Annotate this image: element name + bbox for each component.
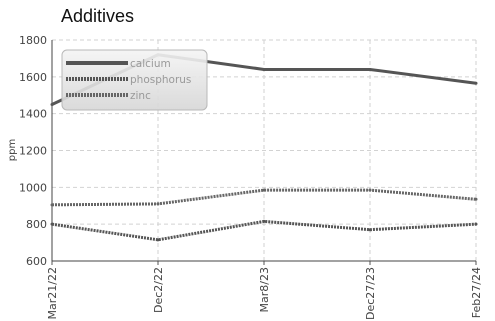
data-point-zinc <box>262 188 266 192</box>
data-point-calcium <box>262 67 266 71</box>
x-tick-label: Dec27/23 <box>364 267 377 320</box>
data-point-phosphorus <box>262 219 266 223</box>
data-point-calcium <box>50 102 54 106</box>
y-tick-label: 800 <box>26 218 47 231</box>
y-tick-label: 1600 <box>19 71 47 84</box>
axes: 600 800 1000 1200 1400 1600 1800 Mar21/22 Dec2/2… <box>19 34 483 320</box>
x-tick-label: Mar8/23 <box>258 267 271 312</box>
x-tick-label: Dec2/22 <box>152 267 165 313</box>
x-tick-label: Mar21/22 <box>46 267 59 319</box>
legend-label-zinc: zinc <box>130 90 151 102</box>
x-tick-label: Feb27/24 <box>470 267 483 318</box>
legend-label-phosphorus: phosphorus <box>130 74 191 86</box>
series-line-zinc <box>51 188 477 207</box>
data-point-phosphorus <box>156 238 160 242</box>
data-point-zinc <box>156 202 160 206</box>
data-point-zinc <box>474 197 478 201</box>
data-point-zinc <box>368 188 372 192</box>
y-tick-label: 1000 <box>19 181 47 194</box>
y-tick-label: 1200 <box>19 145 47 158</box>
legend-label-calcium: calcium <box>130 58 171 70</box>
y-tick-label: 600 <box>26 255 47 268</box>
data-point-phosphorus <box>368 228 372 232</box>
data-point-zinc <box>50 203 54 207</box>
data-point-calcium <box>474 81 478 85</box>
data-point-phosphorus <box>474 222 478 226</box>
y-tick-label: 1400 <box>19 108 47 121</box>
chart-title: Additives <box>61 6 135 26</box>
y-axis-label: ppm <box>7 139 18 161</box>
legend: calcium phosphorus zinc <box>61 49 208 111</box>
y-tick-label: 1800 <box>19 34 47 47</box>
data-point-phosphorus <box>50 222 54 226</box>
data-point-calcium <box>368 67 372 71</box>
